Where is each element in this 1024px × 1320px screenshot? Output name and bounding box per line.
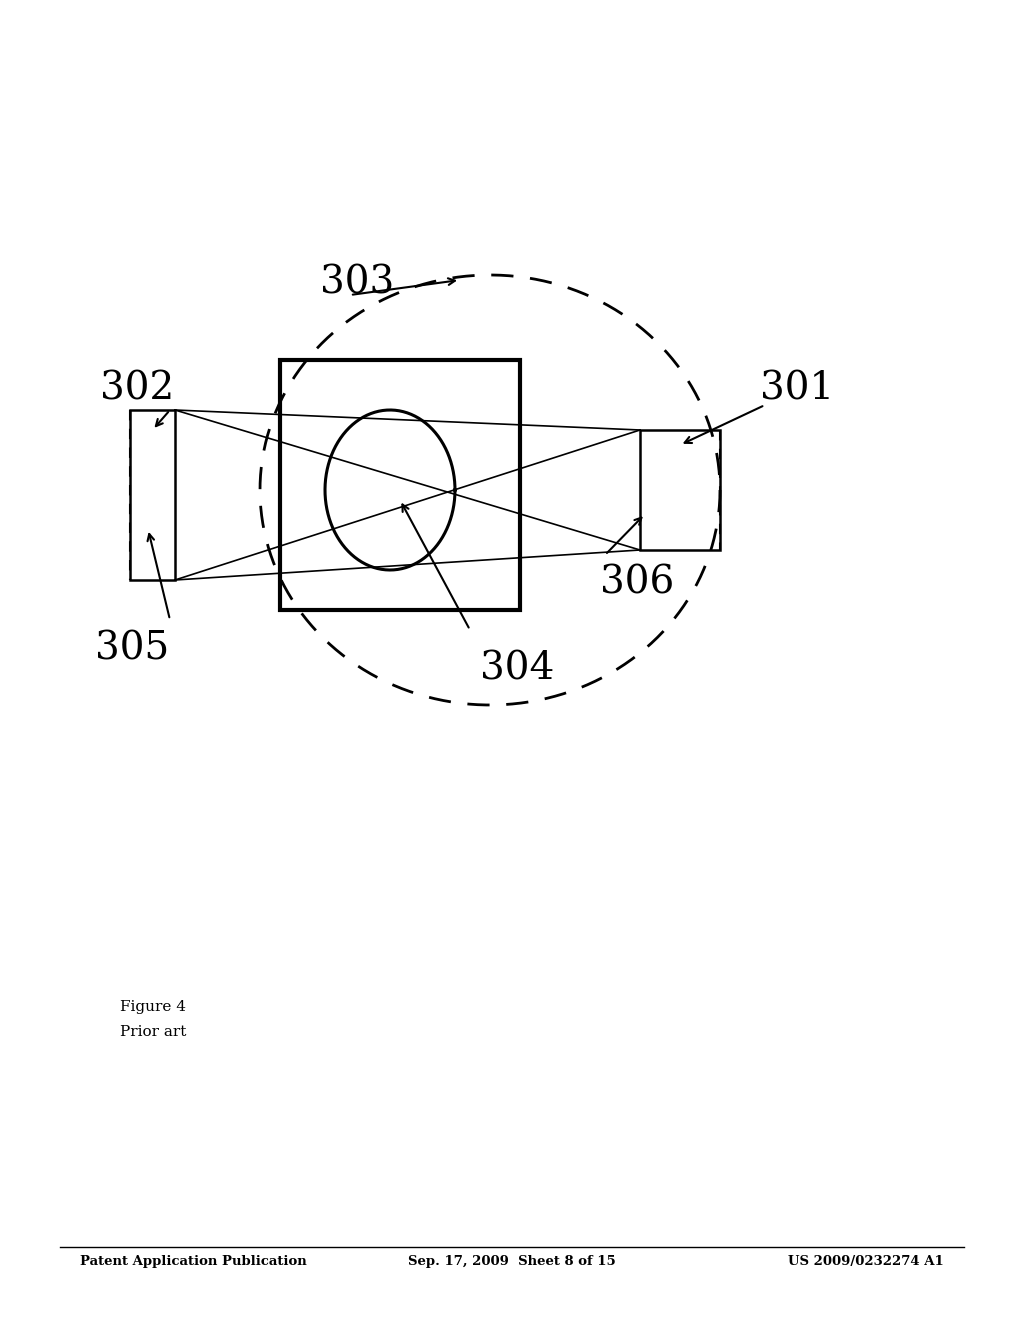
Text: 305: 305 bbox=[95, 630, 169, 667]
Bar bbox=[640, 430, 720, 550]
Text: 306: 306 bbox=[600, 565, 674, 602]
Text: Sep. 17, 2009  Sheet 8 of 15: Sep. 17, 2009 Sheet 8 of 15 bbox=[409, 1255, 615, 1269]
Text: 304: 304 bbox=[480, 649, 554, 686]
Text: 302: 302 bbox=[100, 370, 174, 407]
Text: US 2009/0232274 A1: US 2009/0232274 A1 bbox=[788, 1255, 944, 1269]
Bar bbox=[130, 411, 175, 579]
Bar bbox=[280, 360, 520, 610]
Text: 303: 303 bbox=[319, 265, 394, 302]
Text: Figure 4: Figure 4 bbox=[120, 1001, 186, 1014]
Text: Patent Application Publication: Patent Application Publication bbox=[80, 1255, 307, 1269]
Text: 301: 301 bbox=[760, 370, 835, 407]
Text: Prior art: Prior art bbox=[120, 1026, 186, 1039]
